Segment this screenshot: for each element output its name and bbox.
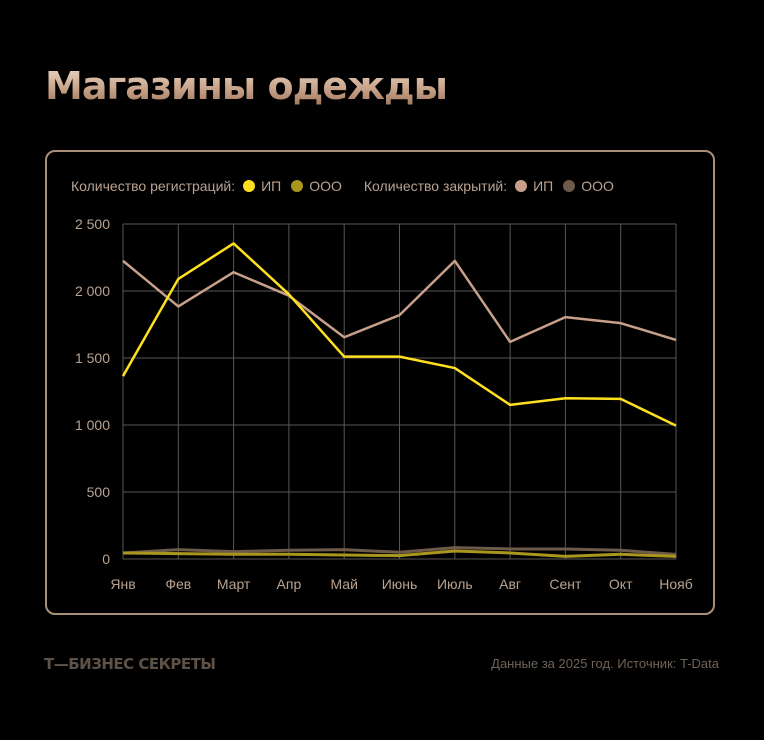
x-tick-label: Янв [110, 576, 135, 592]
brand-logo: Т—БИЗНЕС СЕКРЕТЫ [44, 655, 216, 673]
legend-item-close-ip: ИП [515, 178, 553, 194]
legend-item-reg-ooo: ООО [291, 178, 342, 194]
y-tick-label: 1 500 [75, 350, 110, 366]
legend-dot-icon [291, 180, 304, 192]
chart-grid [122, 223, 677, 560]
legend-group-registrations-label: Количество регистраций: [71, 178, 236, 194]
x-tick-label: Май [330, 576, 357, 592]
x-tick-label: Июль [437, 576, 473, 592]
x-tick-label: Окт [609, 576, 633, 592]
chart-lines [121, 242, 677, 558]
series-line [121, 242, 677, 427]
source-note: Данные за 2025 год. Источник: T-Data [491, 656, 719, 671]
y-tick-label: 2 000 [75, 283, 110, 299]
y-axis-ticks: 0 500 1 000 1 500 2 000 2 500 [75, 216, 110, 567]
x-tick-label: Июнь [382, 576, 418, 592]
legend-group-closures-label: Количество закрытий: [363, 178, 508, 194]
legend-item-close-ooo: ООО [563, 178, 614, 194]
y-tick-label: 500 [87, 484, 111, 500]
line-chart: 0 500 1 000 1 500 2 000 2 500 Янв Фев Март Апр Ма… [75, 216, 693, 592]
x-tick-label: Нояб [659, 576, 693, 592]
y-tick-label: 0 [102, 551, 110, 567]
chart-card: Количество регистраций: ИП ООО Количеств… [45, 150, 715, 615]
x-tick-label: Фев [165, 576, 191, 592]
series-line [122, 549, 677, 558]
y-tick-label: 1 000 [75, 417, 110, 433]
series-line [122, 546, 677, 556]
legend-item-reg-ip: ИП [243, 178, 281, 194]
x-tick-label: Апр [277, 576, 302, 592]
legend-dot-icon [515, 180, 528, 192]
legend-dot-icon [243, 180, 256, 192]
legend-dot-icon [563, 180, 576, 192]
x-axis-ticks: Янв Фев Март Апр Май Июнь Июль Авг Сент Окт Нояб [110, 576, 692, 592]
series-line [122, 259, 677, 344]
y-tick-label: 2 500 [75, 216, 110, 232]
x-tick-label: Март [217, 576, 251, 592]
chart-legend: Количество регистраций: ИП ООО Количеств… [71, 178, 624, 194]
page-title: Магазины одежды [45, 64, 448, 108]
x-tick-label: Сент [549, 576, 582, 592]
x-tick-label: Авг [499, 576, 521, 592]
